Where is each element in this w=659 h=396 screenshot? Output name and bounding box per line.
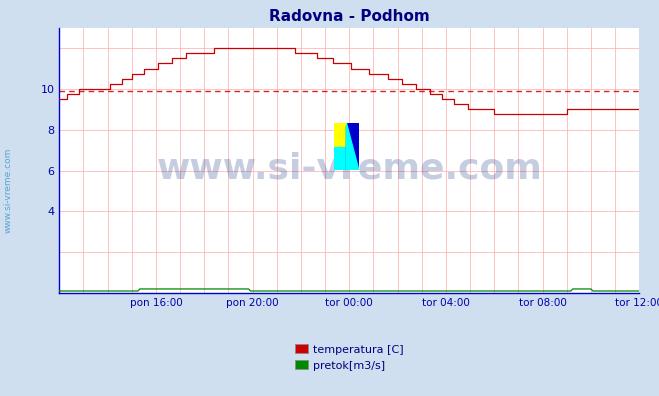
Legend: temperatura [C], pretok[m3/s]: temperatura [C], pretok[m3/s] — [290, 340, 409, 375]
Title: Radovna - Podhom: Radovna - Podhom — [269, 9, 430, 24]
Text: www.si-vreme.com: www.si-vreme.com — [156, 151, 542, 185]
Bar — [347, 123, 359, 170]
Bar — [334, 147, 347, 170]
Bar — [334, 123, 347, 147]
Polygon shape — [334, 123, 347, 147]
Polygon shape — [347, 123, 359, 170]
Text: www.si-vreme.com: www.si-vreme.com — [3, 147, 13, 233]
